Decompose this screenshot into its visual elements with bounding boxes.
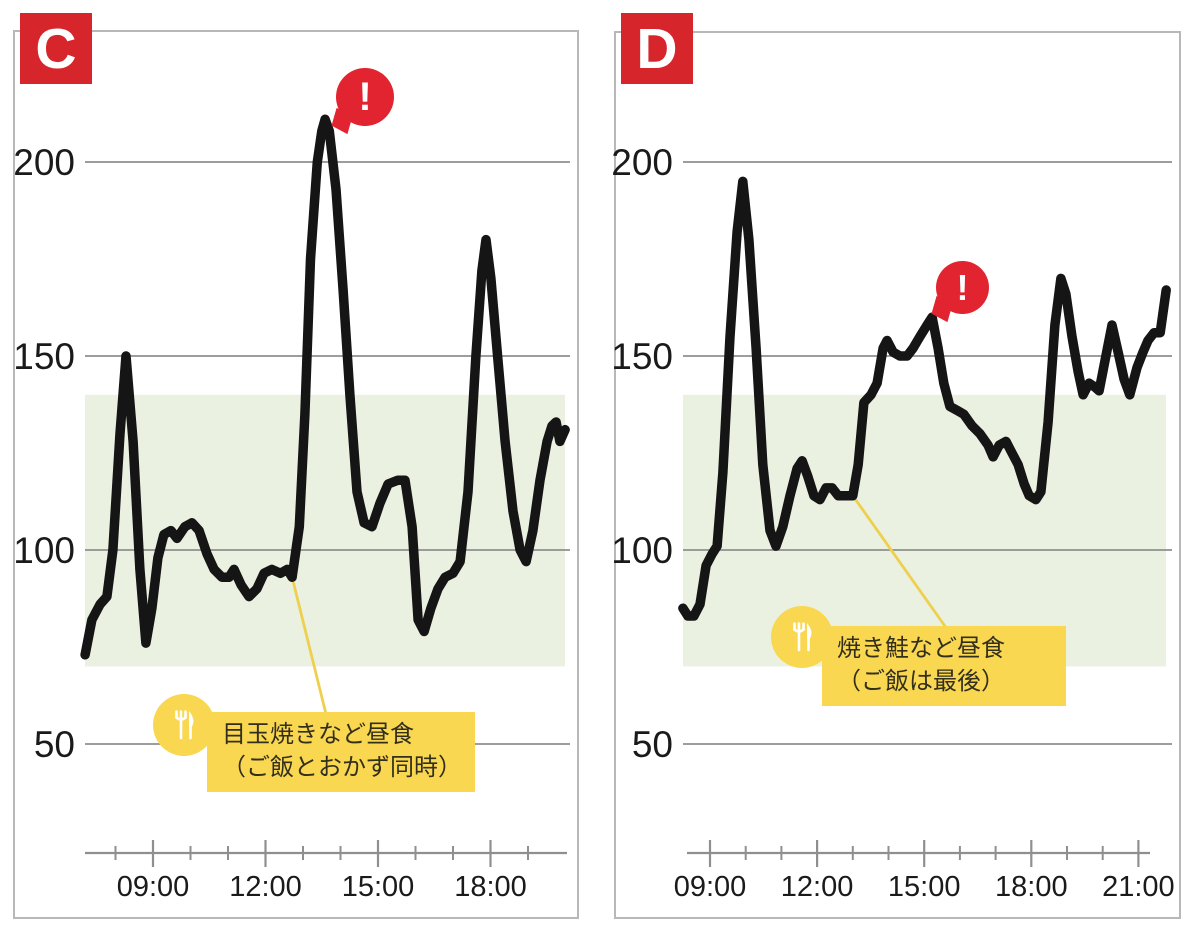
fork-knife-icon [153,694,215,756]
chart-c-badge: C [20,13,92,84]
meal-annotation-line2: （ご飯は最後） [837,668,1005,695]
alert-exclamation: ! [358,74,372,119]
meal-annotation-line1: 焼き鮭など昼食 [837,635,1005,662]
alert-icon: ! [331,68,394,135]
meal-annotation: 目玉焼きなど昼食 （ご飯とおかず同時） [207,712,475,792]
meal-annotation-line1: 目玉焼きなど昼食 [222,721,414,748]
chart-d-badge: D [621,13,693,84]
chart-panel-d [614,31,1181,919]
meal-annotation-line2: （ご飯とおかず同時） [222,754,462,781]
fork-knife-glyph [793,622,812,652]
alert-exclamation: ! [956,266,969,308]
fork-knife-glyph [175,710,194,740]
alert-icon: ! [931,261,989,323]
meal-annotation: 焼き鮭など昼食 （ご飯は最後） [822,626,1066,706]
